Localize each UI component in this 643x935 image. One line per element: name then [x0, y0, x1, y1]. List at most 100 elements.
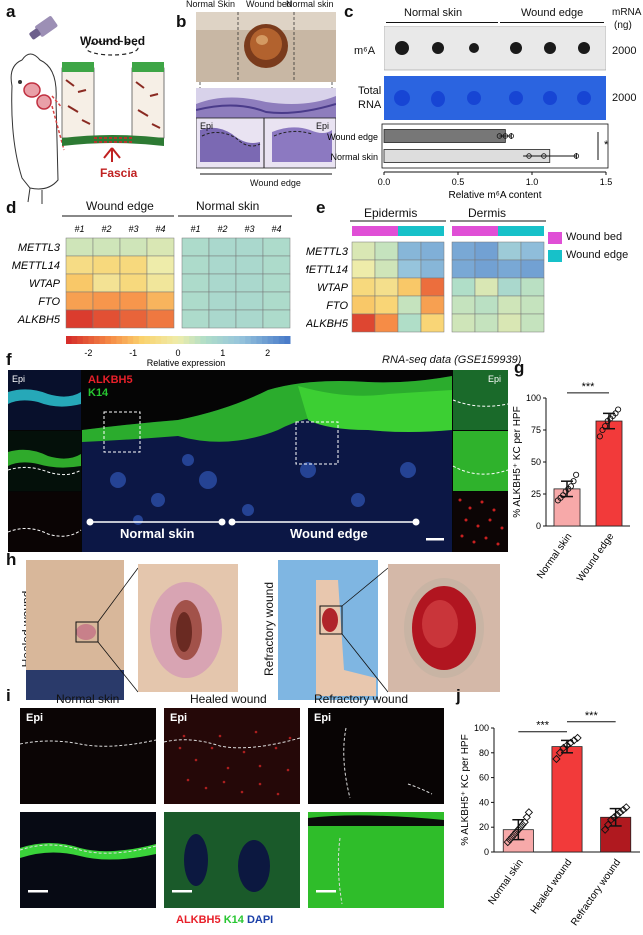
colorbar-d-segment	[194, 336, 201, 344]
heatmap-e-cell	[374, 241, 399, 261]
label-wound-edge-f: Wound edge	[290, 526, 368, 541]
dot-blot	[384, 26, 606, 120]
bar-c-tick-label: 0.5	[452, 177, 465, 187]
fluorescence-panel-i	[20, 708, 444, 908]
colorbar-d-segment	[228, 336, 235, 344]
heatmap-e-cell	[397, 313, 422, 333]
label-normal-skin-left: Normal Skin	[186, 0, 236, 9]
heatmap-d-cell	[208, 237, 237, 257]
colorbar-d-segment	[189, 336, 196, 344]
bar-bar	[551, 746, 583, 853]
colorbar-d-tick-label: -1	[129, 348, 137, 358]
bar-point	[567, 483, 574, 490]
heatmap-e-cell	[420, 277, 445, 297]
heatmap-e-row-label: ALKBH5	[306, 318, 349, 330]
heatmap-e-cell	[497, 277, 522, 297]
title-healed-wound-i: Healed wound	[190, 692, 267, 706]
heatmap-d-row-label: FTO	[38, 296, 60, 308]
label-wound-bed-b: Wound bed	[246, 0, 292, 9]
bar-y-tick-label: 0	[484, 847, 489, 857]
heatmap-e-cell	[497, 313, 522, 333]
heatmap-d-column-label: #1	[190, 224, 200, 234]
heatmap-d-cell	[235, 237, 264, 257]
heatmap-e-cell	[397, 277, 422, 297]
colorbar-d-segment	[273, 336, 280, 344]
bar-c-x-label: Relative m⁶A content	[448, 190, 541, 198]
chart-d-heatmap: #1 #2 #3 #4 #1 #2 #3 #4 METTL3 METTL14 WTAP FTO ALKB…	[12, 215, 292, 368]
bar-point	[622, 803, 631, 812]
heatmap-e-cell	[374, 259, 399, 279]
clinical-photos	[26, 560, 500, 700]
heatmap-e-sample-bar	[375, 226, 398, 236]
colorbar-d-segment	[206, 336, 213, 344]
colorbar-d-segment	[200, 336, 207, 344]
heatmap-d-column-label: #4	[271, 224, 281, 234]
bar-point	[600, 825, 610, 834]
bar-point	[503, 837, 512, 847]
heatmap-d-column-label: #3	[244, 224, 254, 234]
heatmap-e-cell	[497, 295, 522, 315]
heatmap-d-cell	[208, 291, 237, 311]
stain-k14: K14	[223, 914, 244, 926]
heatmap-e-cell	[474, 259, 499, 279]
bar-point	[505, 835, 515, 844]
bar-c-point	[502, 133, 509, 139]
bar-c-point	[573, 153, 580, 159]
bar-point	[559, 743, 568, 752]
heatmap-e-cell	[497, 259, 522, 279]
heatmap-d-cell	[262, 237, 291, 257]
bar-category-label: Normal skin	[535, 531, 574, 581]
heatmap-e-cell	[351, 241, 376, 261]
label-wound-bed: Wound bed	[80, 34, 146, 48]
heatmap-d-column-label: #1	[74, 224, 84, 234]
bar-point	[616, 808, 625, 817]
heatmap-d-cell	[65, 237, 94, 257]
heatmap-d-cell	[65, 273, 94, 293]
bar-bar	[595, 420, 623, 527]
heatmap-d-column-label: #3	[128, 224, 138, 234]
label-fascia: Fascia	[100, 166, 138, 180]
bar-point	[509, 830, 519, 839]
heatmap-e-cell	[397, 295, 422, 315]
heatmap-d-row-label: METTL14	[12, 260, 60, 272]
label-amount-2: 2000	[612, 92, 637, 104]
label-k14-f: K14	[88, 387, 109, 399]
heatmap-d-cell	[92, 237, 121, 257]
label-alkbh5-f: ALKBH5	[88, 374, 133, 386]
label-epi-b-left: Epi	[200, 121, 214, 131]
heatmap-e-sample-bar	[475, 226, 498, 236]
camera-icon	[29, 16, 58, 40]
heatmap-e-cell	[351, 295, 376, 315]
heatmap-e-cell	[474, 277, 499, 297]
bar-c-significance: *	[604, 139, 609, 151]
heatmap-e-cell	[374, 313, 399, 333]
colorbar-d-segment	[178, 336, 185, 344]
heatmap-d-cell	[119, 255, 148, 275]
bar-point	[615, 406, 622, 413]
stain-legend-i: ALKBH5 K14 DAPI	[176, 914, 273, 926]
legend-wound-bed: Wound bed	[566, 231, 623, 243]
bar-point	[518, 820, 527, 829]
bar-y-tick-label: 100	[474, 723, 489, 733]
bar-significance: ***	[536, 720, 550, 732]
heatmap-d-row-label: METTL3	[18, 242, 61, 254]
heatmap-d-cell	[235, 309, 264, 329]
bar-point	[514, 825, 523, 834]
colorbar-d-segment	[211, 336, 218, 344]
heatmap-d-cell	[208, 273, 237, 293]
heatmap-e-row-label: METTL3	[306, 246, 349, 258]
bar-point	[512, 828, 521, 837]
heatmap-d-cell	[146, 255, 175, 275]
heatmap-e-cell	[420, 259, 445, 279]
colorbar-d-segment	[110, 336, 117, 344]
heatmap-e-cell	[474, 295, 499, 315]
label-normal-skin-f: Normal skin	[120, 526, 195, 541]
colorbar-d-segment	[144, 336, 151, 344]
chart-c-m6a-content: Wound edge Normal skin * 0.0 0.5 1.0 1.5 Relati…	[327, 123, 612, 198]
heatmap-d-cell	[181, 309, 210, 329]
bar-point	[524, 808, 534, 817]
heatmap-d-cell	[92, 309, 121, 329]
colorbar-d-segment	[66, 336, 73, 344]
bar-point	[610, 813, 619, 822]
bar-y-tick-label: 100	[526, 393, 541, 403]
